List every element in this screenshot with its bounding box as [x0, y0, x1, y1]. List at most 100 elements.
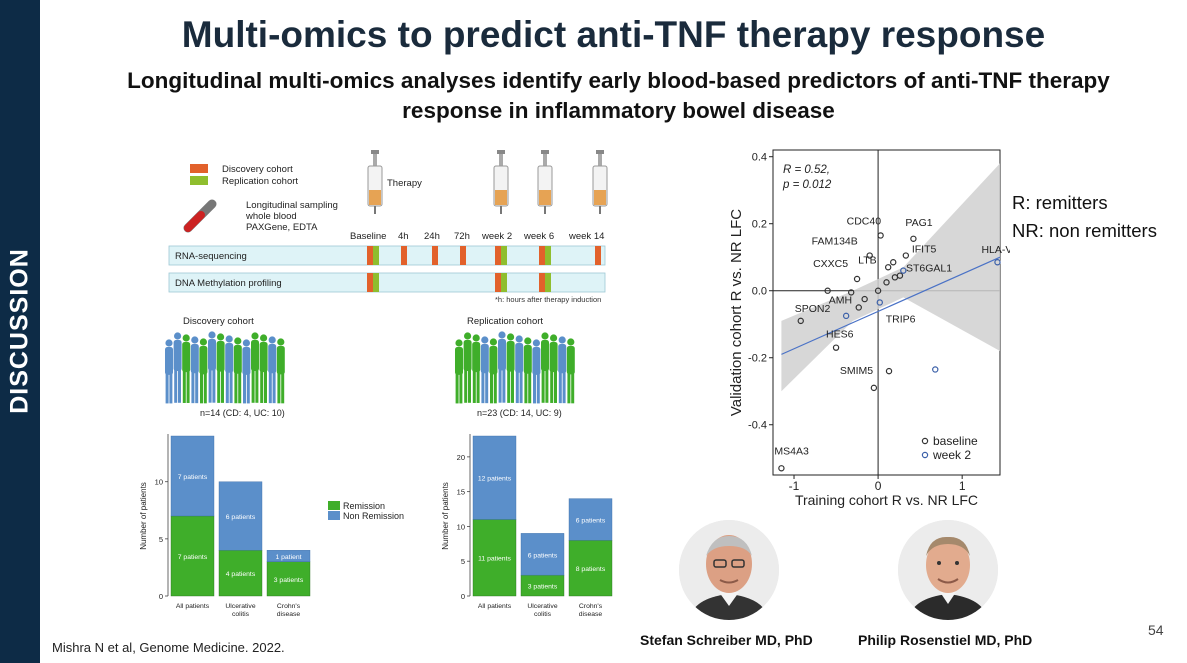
person-icon: [216, 333, 225, 403]
bar-remission: [568, 540, 613, 597]
y-axis-title: Validation cohort R vs. NR LFC: [728, 209, 745, 416]
point-label: LTB: [858, 254, 876, 266]
legend-remission-swatch: [328, 501, 340, 510]
person-icon: [259, 334, 268, 403]
x-axis-title: Training cohort R vs. NR LFC: [795, 492, 978, 508]
page-title: Multi-omics to predict anti-TNF therapy …: [181, 14, 1046, 55]
annotation-r: R = 0.52,: [783, 164, 830, 176]
bar-data-label: 3 patients: [274, 577, 304, 584]
data-point: [861, 295, 868, 303]
page-subtitle: Longitudinal multi-omics analyses identi…: [127, 68, 1110, 123]
person-icon: [242, 339, 251, 404]
y-axis-title: Number of patients: [139, 482, 148, 550]
person-icon: [472, 334, 481, 403]
data-point: [866, 252, 873, 259]
y-tick-label: 0: [461, 592, 465, 601]
data-point: [832, 344, 840, 351]
y-tick-label: 0.0: [752, 286, 767, 298]
bar-non-remission: [520, 533, 565, 576]
remission-legend: Remission Non Remission: [328, 501, 404, 521]
data-point: [853, 275, 861, 283]
sampling-line-3: PAXGene, EDTA: [246, 222, 318, 233]
discovery-cohort-n: n=14 (CD: 4, UC: 10): [200, 408, 285, 418]
person-icon: [199, 338, 208, 404]
person-icon: [276, 338, 285, 404]
data-point: [890, 259, 897, 266]
legend-week2-marker: [921, 451, 929, 459]
point-label: CDC40: [847, 215, 882, 227]
person-icon: [558, 336, 567, 404]
y-tick-label: 5: [159, 535, 163, 544]
legend-remitters: R: remitters: [1012, 192, 1108, 213]
person-icon: [233, 337, 242, 404]
data-point: [885, 367, 893, 375]
point-label: CXXC5: [813, 258, 848, 270]
point-label: MS4A3: [774, 445, 809, 457]
data-point: [874, 287, 882, 294]
legend-non-remission-label: Non Remission: [343, 511, 404, 521]
bar-data-label: 11 patients: [478, 556, 511, 563]
data-point: [876, 299, 883, 306]
bar-non-remission: [568, 498, 613, 541]
bar-data-label: 6 patients: [576, 517, 606, 524]
data-point: [870, 384, 878, 392]
point-label: FAM134B: [812, 236, 858, 248]
bar-data-label: 3 patients: [528, 584, 558, 591]
person-icon: [523, 337, 532, 404]
data-point: [797, 317, 804, 325]
confidence-band: [781, 163, 1000, 392]
point-label: AMH: [829, 294, 852, 306]
people-icon-group: [165, 331, 285, 404]
legend-non-remitters: NR: non remitters: [1012, 220, 1157, 241]
timepoint-week2: week 2: [481, 231, 512, 242]
y-tick-label: -0.2: [748, 353, 767, 365]
lfc-scatter-plot: -1 0 1 -0.4 -0.2 0.0 0.2 0.4 Training cohort R v…: [728, 149, 1010, 508]
discovery-bar-chart: 0 5 10 Number of patients 7 patients 7 patien…: [139, 434, 311, 618]
y-tick-label: 0.4: [752, 152, 767, 164]
person-icon: [208, 331, 216, 403]
data-point: [932, 366, 939, 373]
y-tick-label: -0.4: [748, 420, 767, 432]
person-name-schreiber: Stefan Schreiber MD, PhD: [640, 632, 813, 648]
data-point: [891, 274, 899, 281]
timepoint-baseline: Baseline: [350, 231, 386, 242]
data-point: [994, 259, 1001, 266]
y-tick-label: 0: [159, 592, 163, 601]
timepoint-week6: week 6: [523, 231, 554, 242]
data-point: [900, 267, 907, 274]
bar-remission: [472, 519, 517, 597]
cohort-figure: Discovery cohort Replication cohort n=14…: [165, 316, 575, 418]
bar-data-label: 7 patients: [178, 474, 208, 481]
bar-data-label: 1 patient: [275, 554, 301, 561]
legend-week2-label: week 2: [932, 448, 971, 462]
x-tick-label: Crohn's disease: [579, 603, 603, 618]
x-tick-label: -1: [789, 479, 800, 493]
person-icon: [463, 332, 472, 403]
person-icon: [165, 339, 173, 404]
methylation-label: DNA Methylation profiling: [175, 278, 282, 289]
bar-data-label: 12 patients: [478, 476, 512, 483]
person-icon: [498, 331, 506, 403]
x-tick-label: 1: [959, 479, 966, 493]
legend-non-remission-swatch: [328, 511, 340, 520]
point-label: IFIT5: [912, 244, 937, 256]
legend-discovery-label: Discovery cohort: [222, 164, 293, 175]
person-icon: [506, 333, 515, 403]
x-tick-label: All patients: [176, 603, 210, 610]
bar-remission: [266, 561, 311, 597]
person-icon: [173, 332, 182, 403]
point-label: PAG1: [905, 217, 932, 229]
data-point: [842, 312, 850, 320]
x-tick-label: All patients: [478, 603, 512, 610]
person-icon: [566, 338, 575, 404]
x-tick-label: Crohn's disease: [277, 603, 301, 618]
legend-discovery-swatch: [190, 164, 208, 173]
y-tick-label: 20: [457, 453, 465, 462]
y-tick-label: 0.2: [752, 219, 767, 231]
avatar: [898, 520, 998, 620]
timepoint-24h: 24h: [424, 231, 440, 242]
person-icon: [268, 336, 277, 404]
legend-remission-label: Remission: [343, 501, 385, 511]
person-icon: [549, 334, 558, 403]
person-icon: [480, 336, 489, 404]
